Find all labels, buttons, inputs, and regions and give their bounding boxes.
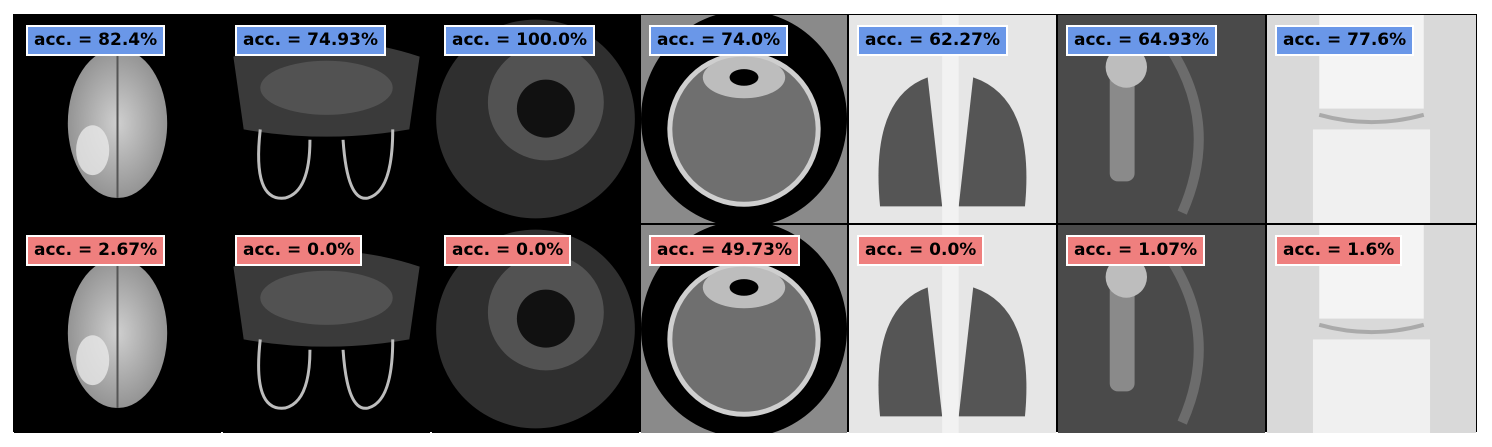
panel-bottom-head-ct: acc. = 49.73% [641,225,847,433]
accuracy-badge: acc. = 64.93% [1066,25,1217,56]
panel-bottom-breast-mri: acc. = 0.0% [223,225,430,433]
accuracy-badge: acc. = 49.73% [649,235,800,266]
panel-bottom-chest-xray: acc. = 0.0% [849,225,1056,433]
knee-xray-image [1267,225,1476,433]
accuracy-badge: acc. = 77.6% [1275,25,1415,56]
panel-top-knee-xray: acc. = 77.6% [1267,15,1476,223]
ultrasound-image [432,15,639,223]
image-grid: acc. = 82.4% acc. = 74.93% acc. = 100.0% ac… [14,15,1476,433]
accuracy-badge: acc. = 100.0% [444,25,595,56]
accuracy-badge: acc. = 82.4% [26,25,166,56]
panel-top-chest-xray: acc. = 62.27% [849,15,1056,223]
accuracy-badge: acc. = 74.93% [235,25,386,56]
panel-bottom-ultrasound: acc. = 0.0% [432,225,639,433]
accuracy-badge: acc. = 0.0% [235,235,363,266]
accuracy-badge: acc. = 0.0% [857,235,985,266]
accuracy-badge: acc. = 1.6% [1275,235,1403,266]
accuracy-badge: acc. = 0.0% [444,235,572,266]
accuracy-badge: acc. = 2.67% [26,235,166,266]
accuracy-badge: acc. = 62.27% [857,25,1008,56]
accuracy-badge: acc. = 1.07% [1066,235,1206,266]
accuracy-badge: acc. = 74.0% [649,25,789,56]
panel-bottom-brain-mri: acc. = 2.67% [14,225,221,433]
panel-top-brain-mri: acc. = 82.4% [14,15,221,223]
panel-top-ultrasound: acc. = 100.0% [432,15,639,223]
panel-bottom-knee-xray: acc. = 1.6% [1267,225,1476,433]
panel-top-shoulder-xray: acc. = 64.93% [1058,15,1265,223]
panel-top-head-ct: acc. = 74.0% [641,15,847,223]
panel-top-breast-mri: acc. = 74.93% [223,15,430,223]
image-grid-frame: acc. = 82.4% acc. = 74.93% acc. = 100.0% ac… [13,14,1477,433]
panel-bottom-shoulder-xray: acc. = 1.07% [1058,225,1265,433]
